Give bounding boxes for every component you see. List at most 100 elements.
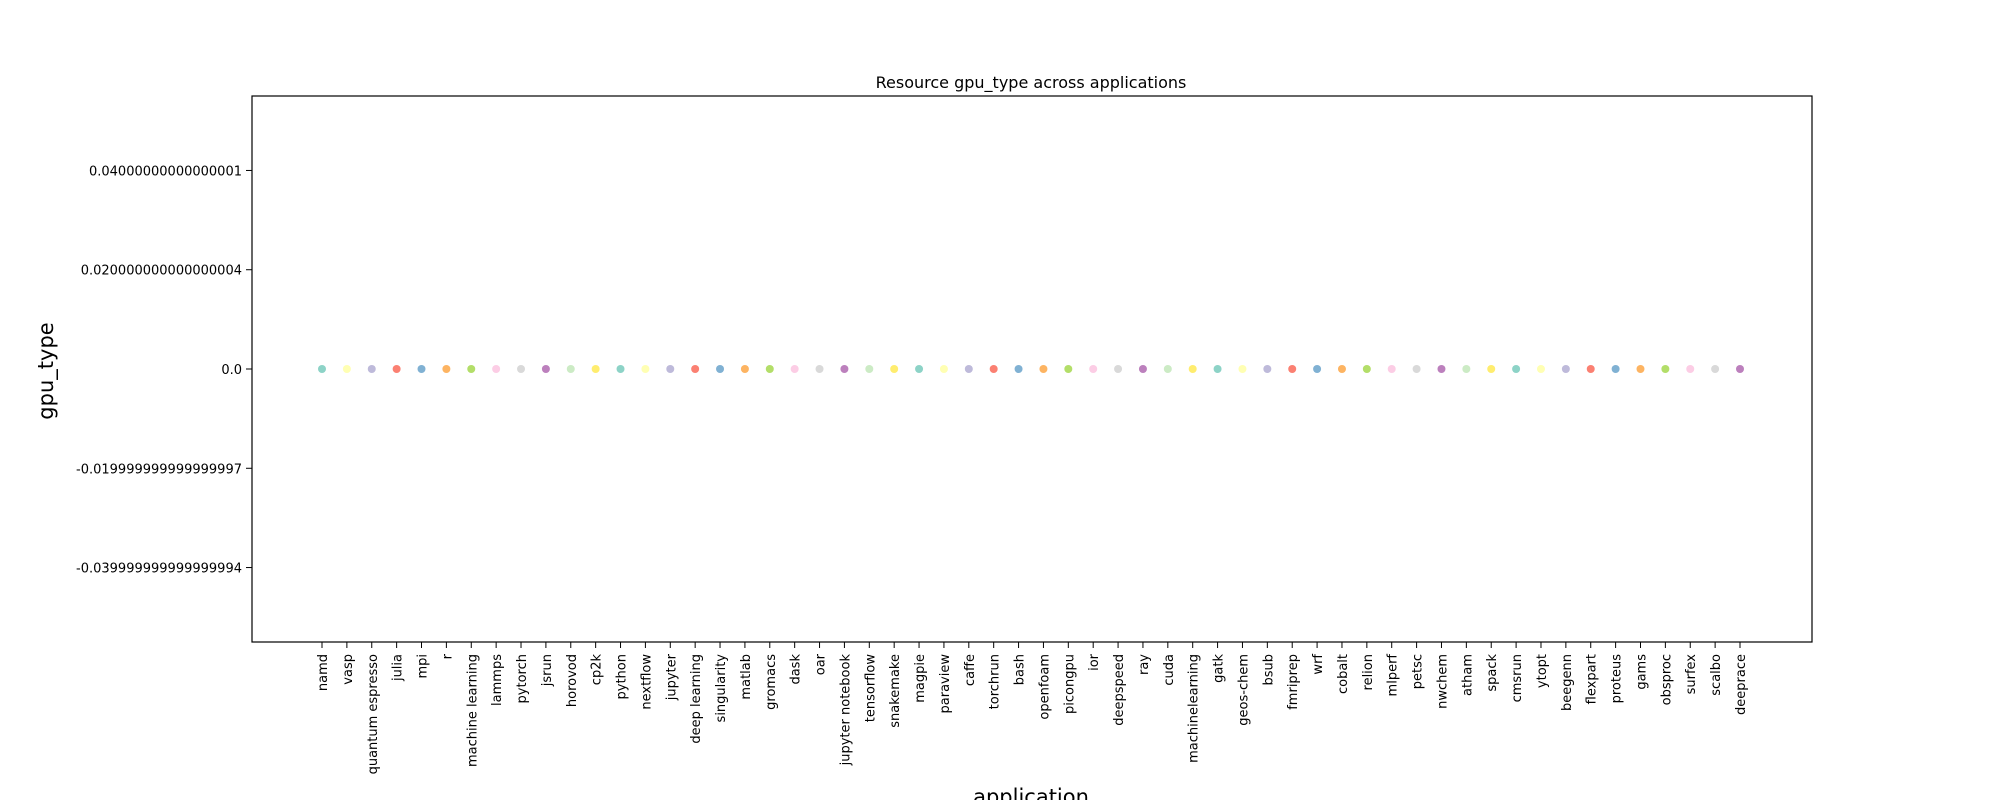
x-tick-label: quantum espresso	[366, 654, 381, 774]
data-point	[1313, 365, 1322, 373]
data-point	[1238, 365, 1247, 373]
x-tick-label: r	[440, 653, 455, 659]
data-point	[566, 365, 575, 373]
data-points	[318, 365, 1744, 373]
data-point	[318, 365, 326, 373]
x-tick-label: nwchem	[1435, 654, 1450, 709]
data-point	[1362, 365, 1371, 373]
data-point	[1536, 365, 1545, 373]
x-tick-label: proteus	[1610, 654, 1625, 704]
x-tick-label: machinelearning	[1187, 654, 1202, 763]
x-tick-label: openfoam	[1037, 654, 1052, 720]
data-point	[1138, 365, 1147, 373]
data-point	[467, 365, 476, 373]
x-tick-label: cobalt	[1336, 654, 1351, 694]
data-point	[367, 365, 376, 373]
data-point	[616, 365, 625, 373]
x-tick-label: mlperf	[1386, 654, 1401, 697]
x-tick-label: matlab	[739, 654, 754, 700]
x-tick-label: gromacs	[764, 654, 779, 710]
data-point	[1487, 365, 1496, 373]
x-axis-label: application	[973, 785, 1089, 800]
x-axis: namd vasp quantum espresso julia mpi r machine…	[316, 642, 1749, 774]
data-point	[342, 365, 351, 373]
data-point	[1711, 365, 1720, 373]
x-tick-label: oar	[814, 653, 829, 675]
x-tick-label: ray	[1137, 654, 1152, 675]
x-tick-label: vasp	[341, 654, 356, 685]
data-point	[989, 365, 998, 373]
x-tick-label: lammps	[490, 654, 505, 706]
data-point	[1661, 365, 1670, 373]
data-point	[691, 365, 700, 373]
data-point	[1686, 365, 1695, 373]
data-point	[890, 365, 899, 373]
x-tick-label: relion	[1361, 654, 1376, 690]
x-tick-label: bash	[1013, 654, 1028, 685]
chart-title: Resource gpu_type across applications	[876, 73, 1187, 93]
x-tick-label: spack	[1485, 654, 1500, 692]
x-tick-label: deep learning	[689, 654, 704, 744]
data-point	[1263, 365, 1272, 373]
x-tick-label: mpi	[416, 654, 431, 679]
x-tick-label: picongpu	[1062, 654, 1077, 714]
x-tick-label: flexpart	[1585, 654, 1600, 704]
x-tick-label: magpie	[913, 654, 928, 703]
data-point	[1437, 365, 1446, 373]
x-tick-label: tensorflow	[863, 654, 878, 723]
data-point	[1412, 365, 1421, 373]
x-tick-label: surfex	[1684, 654, 1699, 695]
data-point	[1114, 365, 1123, 373]
y-tick-label: 0.04000000000000001	[89, 164, 242, 179]
data-point	[740, 365, 749, 373]
data-point	[1188, 365, 1197, 373]
data-point	[964, 365, 973, 373]
data-point	[392, 365, 401, 373]
x-tick-label: cuda	[1162, 654, 1177, 686]
x-tick-label: python	[615, 654, 630, 699]
data-point	[641, 365, 650, 373]
data-point	[865, 365, 874, 373]
data-point	[915, 365, 924, 373]
x-tick-label: jupyter notebook	[838, 654, 853, 767]
x-tick-label: obsproc	[1659, 654, 1674, 705]
data-point	[417, 365, 426, 373]
data-point	[1586, 365, 1595, 373]
x-tick-label: petsc	[1411, 654, 1426, 689]
data-point	[1014, 365, 1023, 373]
x-tick-label: singularity	[714, 654, 729, 723]
x-tick-label: ior	[1087, 653, 1102, 671]
x-tick-label: cp2k	[590, 654, 605, 686]
data-point	[790, 365, 799, 373]
data-point	[1163, 365, 1172, 373]
x-tick-label: atham	[1460, 654, 1475, 696]
x-tick-label: geos-chem	[1236, 654, 1251, 726]
y-axis: 0.04000000000000001 0.020000000000000004 0…	[76, 164, 252, 577]
data-point	[765, 365, 774, 373]
x-tick-label: deeprace	[1734, 654, 1749, 715]
x-tick-label: horovod	[565, 654, 580, 707]
data-point	[1064, 365, 1073, 373]
data-point	[1462, 365, 1471, 373]
data-point	[1561, 365, 1570, 373]
x-tick-label: gatk	[1212, 654, 1227, 683]
x-tick-label: dask	[789, 654, 804, 685]
x-tick-label: julia	[391, 654, 406, 682]
x-tick-label: machine learning	[465, 654, 480, 767]
data-point	[1039, 365, 1048, 373]
data-point	[517, 365, 526, 373]
x-tick-label: bsub	[1261, 654, 1276, 686]
x-tick-label: jsrun	[540, 654, 555, 687]
x-tick-label: deepspeed	[1112, 654, 1127, 726]
x-tick-label: paraview	[938, 654, 953, 714]
y-tick-label: -0.019999999999999997	[76, 462, 242, 477]
x-tick-label: snakemake	[888, 654, 903, 728]
x-tick-label: wrf	[1311, 654, 1326, 675]
x-tick-label: gams	[1634, 654, 1649, 690]
data-point	[1512, 365, 1521, 373]
data-point	[666, 365, 675, 373]
data-point	[815, 365, 824, 373]
y-tick-label: 0.020000000000000004	[81, 264, 242, 279]
x-tick-label: beegenn	[1560, 654, 1575, 711]
